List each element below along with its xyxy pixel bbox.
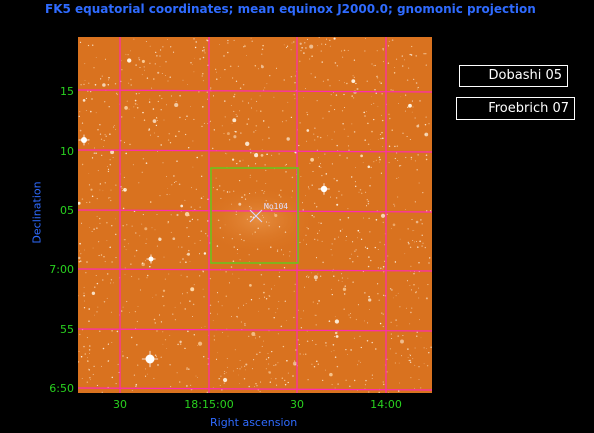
region-box[interactable]	[210, 167, 299, 264]
object-marker[interactable]	[249, 209, 263, 223]
object-label: Mo104	[264, 202, 288, 211]
nebula-glow	[198, 185, 318, 255]
coordinate-grid	[78, 37, 432, 393]
projection-title: FK5 equatorial coordinates; mean equinox…	[45, 2, 536, 16]
grid-dec-05	[78, 209, 432, 213]
grid-dec-55	[78, 328, 432, 332]
dec-tick-10: 10	[60, 145, 74, 158]
dec-tick-650: 6:50	[49, 382, 74, 395]
dec-tick-700: 7:00	[49, 263, 74, 276]
dobashi-catalog-button[interactable]: Dobashi 05	[459, 65, 568, 87]
x-axis-label: Right ascension	[210, 416, 298, 429]
sky-image[interactable]: Mo104	[78, 37, 432, 393]
ra-tick-1815: 18:15:00	[184, 398, 234, 411]
dec-tick-55: 55	[60, 323, 74, 336]
ra-tick-30a: 30	[113, 398, 127, 411]
dec-tick-15: 15	[60, 85, 74, 98]
ra-tick-1400: 14:00	[370, 398, 402, 411]
grid-dec-650	[78, 387, 432, 391]
sky-overlay: Mo104	[78, 37, 432, 393]
dec-tick-05: 05	[60, 204, 74, 217]
grid-dec-700	[78, 268, 432, 272]
grid-dec-15	[78, 89, 432, 93]
froebrich-catalog-button[interactable]: Froebrich 07	[456, 97, 575, 120]
star-field	[78, 37, 432, 393]
ra-tick-30b: 30	[290, 398, 304, 411]
grid-dec-10	[78, 149, 432, 153]
y-axis-label: Declination	[30, 181, 44, 244]
